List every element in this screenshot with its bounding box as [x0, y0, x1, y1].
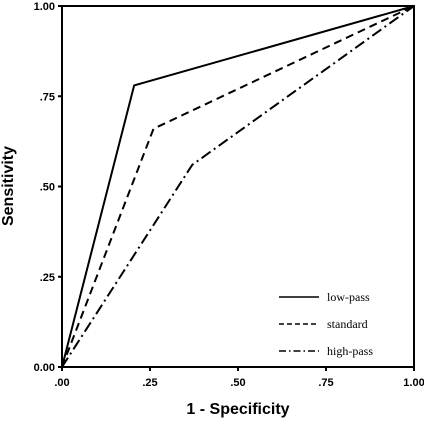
x-tick-label: .75 — [318, 377, 333, 389]
legend-label-standard: standard — [327, 317, 368, 331]
x-tick-label: .00 — [54, 377, 69, 389]
x-tick-label: 1.00 — [403, 377, 424, 389]
legend-label-low-pass: low-pass — [327, 290, 370, 304]
x-axis-title: 1 - Specificity — [186, 401, 289, 418]
series-line-standard — [61, 5, 415, 368]
y-axis-title: Sensitivity — [0, 146, 17, 226]
y-tick-label: 0.00 — [34, 362, 55, 374]
series-layer — [61, 5, 415, 368]
legend-label-high-pass: high-pass — [327, 344, 373, 358]
legend: low-pass standard high-pass — [279, 290, 373, 358]
y-tick-label: .75 — [40, 91, 55, 103]
x-tick-label: .25 — [142, 377, 157, 389]
y-tick-label: 1.00 — [34, 1, 55, 13]
y-tick-label: .25 — [40, 272, 55, 284]
y-tick-label: .50 — [40, 182, 55, 194]
series-line-high-pass — [61, 5, 415, 368]
series-line-low-pass — [61, 5, 415, 368]
axis-ticks: .00 .25 .50 .75 1.00 0.00 .25 .50 .75 1.00 — [34, 1, 424, 389]
plot-area-frame — [61, 5, 415, 368]
x-tick-label: .50 — [230, 377, 245, 389]
